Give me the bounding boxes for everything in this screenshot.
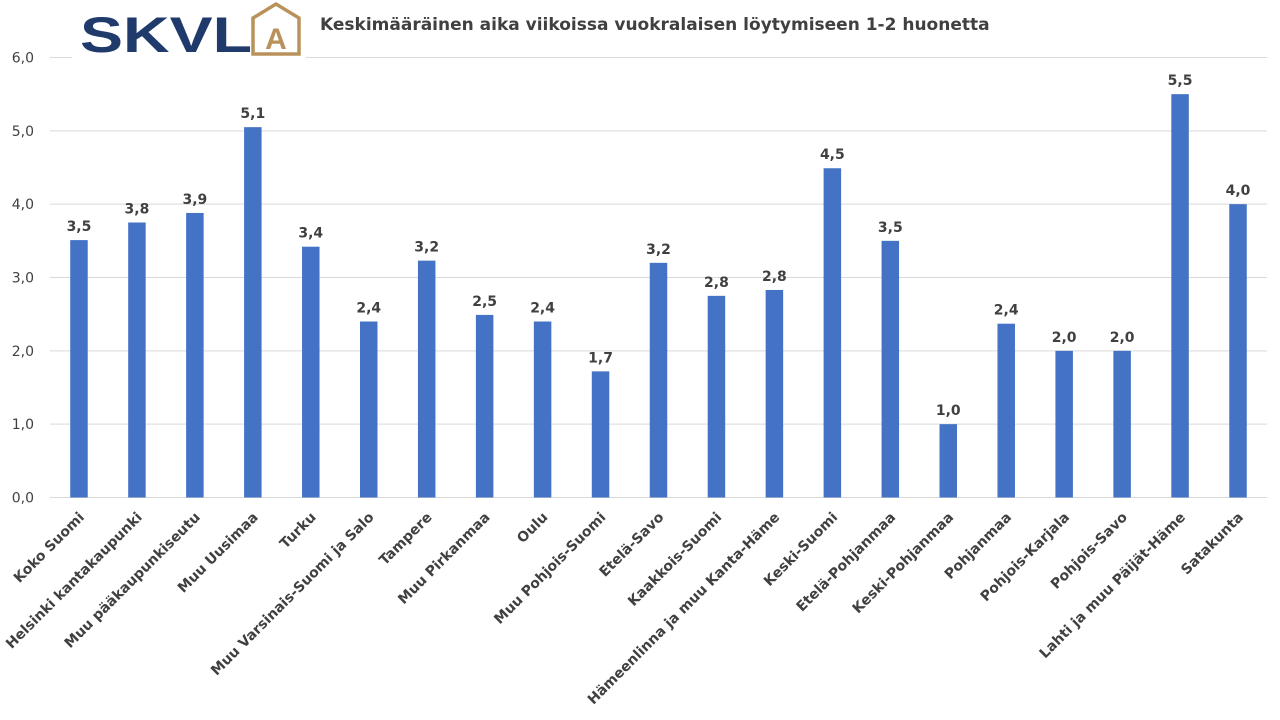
category-label: Turku	[277, 510, 320, 553]
bar	[707, 295, 726, 498]
bar	[591, 371, 610, 498]
bar	[1229, 204, 1247, 498]
chart-title: Keskimääräinen aika viikoissa vuokralais…	[320, 15, 990, 35]
bar	[128, 222, 146, 498]
category-label: Etelä-Pohjanmaa	[794, 510, 900, 616]
data-label: 3,2	[646, 242, 671, 258]
bar	[1055, 350, 1073, 498]
data-label: 3,9	[182, 192, 207, 208]
data-label: 3,8	[125, 202, 150, 218]
data-labels: 3,5 3,8 3,9 5,1 3,4 2,4 3,2 2,5 2,4 1,7 3,2 2,8 2,8 4…	[67, 73, 1251, 419]
category-label: Keski-Pohjanmaa	[850, 510, 957, 617]
bar	[475, 314, 494, 498]
category-label: Muu Pohjois-Suomi	[491, 510, 609, 628]
data-label: 4,0	[1226, 183, 1251, 199]
data-label: 1,7	[588, 350, 613, 366]
bars	[70, 94, 1247, 498]
data-label: 2,4	[994, 303, 1019, 319]
data-label: 3,2	[414, 240, 439, 256]
data-label: 1,0	[936, 403, 961, 419]
data-label: 2,8	[704, 275, 729, 291]
data-label: 2,4	[356, 301, 381, 317]
bar	[359, 321, 378, 498]
data-label: 2,4	[530, 301, 555, 317]
skvla-logo: SKVL A	[72, 0, 306, 63]
bar	[417, 260, 436, 498]
bar	[70, 240, 88, 498]
logo-letter: A	[265, 23, 287, 56]
bar	[186, 212, 204, 498]
data-label: 3,5	[878, 220, 903, 236]
bar	[302, 246, 320, 498]
data-label: 4,5	[820, 147, 845, 163]
bar	[823, 168, 842, 498]
data-label: 5,5	[1168, 73, 1193, 89]
y-tick-label: 6,0	[12, 51, 34, 67]
data-label: 2,5	[472, 294, 497, 310]
y-tick-label: 4,0	[12, 197, 34, 213]
bar	[881, 240, 900, 498]
y-tick-label: 0,0	[12, 491, 34, 507]
bar	[997, 323, 1015, 498]
data-label: 3,5	[67, 219, 92, 235]
category-label: Satakunta	[1178, 510, 1247, 579]
logo-text: SKVL	[80, 7, 252, 63]
bar	[939, 424, 958, 498]
data-label: 2,8	[762, 269, 787, 285]
category-label: Tampere	[376, 510, 435, 569]
bar	[244, 127, 262, 498]
y-tick-label: 2,0	[12, 344, 34, 360]
data-label: 2,0	[1110, 330, 1135, 346]
y-tick-label: 1,0	[12, 417, 34, 433]
y-axis-ticks: 0,0 1,0 2,0 3,0 4,0 5,0 6,0	[12, 51, 34, 507]
y-tick-label: 3,0	[12, 271, 34, 287]
data-label: 2,0	[1052, 330, 1077, 346]
data-label: 5,1	[240, 106, 265, 122]
bar	[765, 289, 784, 498]
bar	[649, 262, 668, 498]
y-tick-label: 5,0	[12, 124, 34, 140]
bar	[1171, 94, 1189, 498]
data-label: 3,4	[298, 226, 323, 242]
bar	[1113, 350, 1131, 498]
house-icon: A	[251, 1, 301, 56]
bar	[533, 321, 552, 498]
category-label: Oulu	[514, 510, 551, 547]
